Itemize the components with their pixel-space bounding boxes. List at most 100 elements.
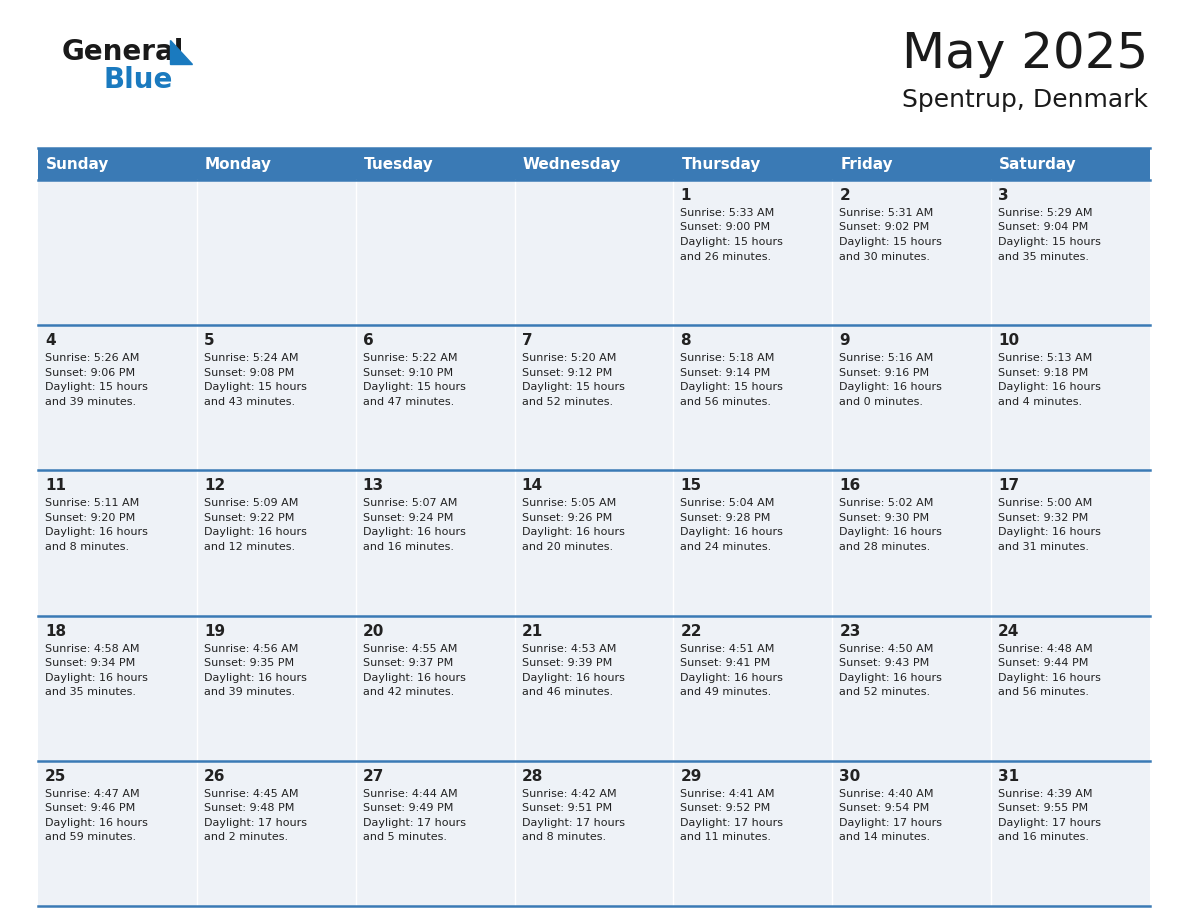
Text: 30: 30 <box>839 768 860 784</box>
Bar <box>833 470 991 616</box>
Text: and 12 minutes.: and 12 minutes. <box>204 542 295 552</box>
Text: Sunrise: 5:20 AM: Sunrise: 5:20 AM <box>522 353 615 364</box>
Text: Daylight: 17 hours: Daylight: 17 hours <box>204 818 307 828</box>
Text: Sunset: 9:41 PM: Sunset: 9:41 PM <box>681 658 771 668</box>
Text: 26: 26 <box>204 768 226 784</box>
Bar <box>833 616 991 761</box>
Text: Sunrise: 4:39 AM: Sunrise: 4:39 AM <box>998 789 1093 799</box>
Text: Friday: Friday <box>840 156 893 172</box>
Bar <box>355 325 514 470</box>
Text: Daylight: 17 hours: Daylight: 17 hours <box>681 818 783 828</box>
Text: and 52 minutes.: and 52 minutes. <box>839 687 930 697</box>
Text: Sunset: 9:51 PM: Sunset: 9:51 PM <box>522 803 612 813</box>
Text: Daylight: 16 hours: Daylight: 16 hours <box>204 673 307 683</box>
Text: 12: 12 <box>204 478 225 493</box>
Bar <box>991 761 1150 906</box>
Text: Daylight: 17 hours: Daylight: 17 hours <box>998 818 1101 828</box>
Text: and 28 minutes.: and 28 minutes. <box>839 542 930 552</box>
Text: 28: 28 <box>522 768 543 784</box>
Text: 5: 5 <box>204 333 215 348</box>
Text: 4: 4 <box>45 333 56 348</box>
Text: Daylight: 17 hours: Daylight: 17 hours <box>839 818 942 828</box>
Text: Daylight: 16 hours: Daylight: 16 hours <box>839 673 942 683</box>
Text: 22: 22 <box>681 623 702 639</box>
Text: Daylight: 15 hours: Daylight: 15 hours <box>681 382 783 392</box>
Text: and 26 minutes.: and 26 minutes. <box>681 252 771 262</box>
Text: Daylight: 15 hours: Daylight: 15 hours <box>204 382 307 392</box>
Text: and 31 minutes.: and 31 minutes. <box>998 542 1089 552</box>
Bar <box>833 761 991 906</box>
Bar <box>197 616 355 761</box>
Text: Daylight: 15 hours: Daylight: 15 hours <box>998 237 1101 247</box>
Text: Daylight: 16 hours: Daylight: 16 hours <box>998 528 1101 537</box>
Text: General: General <box>62 38 184 66</box>
Text: and 5 minutes.: and 5 minutes. <box>362 833 447 843</box>
Text: Sunrise: 4:58 AM: Sunrise: 4:58 AM <box>45 644 139 654</box>
Text: 6: 6 <box>362 333 373 348</box>
Text: and 59 minutes.: and 59 minutes. <box>45 833 137 843</box>
Text: and 8 minutes.: and 8 minutes. <box>522 833 606 843</box>
Text: and 43 minutes.: and 43 minutes. <box>204 397 295 407</box>
Bar <box>991 325 1150 470</box>
Text: Sunrise: 5:29 AM: Sunrise: 5:29 AM <box>998 208 1093 218</box>
Text: Sunrise: 4:40 AM: Sunrise: 4:40 AM <box>839 789 934 799</box>
Text: Sunset: 9:43 PM: Sunset: 9:43 PM <box>839 658 929 668</box>
Text: Daylight: 16 hours: Daylight: 16 hours <box>45 818 147 828</box>
Bar <box>355 470 514 616</box>
Text: 8: 8 <box>681 333 691 348</box>
Text: Sunrise: 5:11 AM: Sunrise: 5:11 AM <box>45 498 139 509</box>
Text: Sunrise: 4:56 AM: Sunrise: 4:56 AM <box>204 644 298 654</box>
Text: Daylight: 16 hours: Daylight: 16 hours <box>362 528 466 537</box>
Text: 27: 27 <box>362 768 384 784</box>
Text: Sunrise: 4:48 AM: Sunrise: 4:48 AM <box>998 644 1093 654</box>
Text: and 47 minutes.: and 47 minutes. <box>362 397 454 407</box>
Text: Sunrise: 4:44 AM: Sunrise: 4:44 AM <box>362 789 457 799</box>
Bar <box>991 180 1150 325</box>
Bar <box>197 325 355 470</box>
Text: 17: 17 <box>998 478 1019 493</box>
Text: Sunrise: 5:05 AM: Sunrise: 5:05 AM <box>522 498 615 509</box>
Text: Sunset: 9:37 PM: Sunset: 9:37 PM <box>362 658 453 668</box>
Text: Sunrise: 5:16 AM: Sunrise: 5:16 AM <box>839 353 934 364</box>
Text: and 35 minutes.: and 35 minutes. <box>998 252 1089 262</box>
Text: Sunset: 9:02 PM: Sunset: 9:02 PM <box>839 222 929 232</box>
Bar <box>197 470 355 616</box>
Text: and 4 minutes.: and 4 minutes. <box>998 397 1082 407</box>
Bar <box>38 470 197 616</box>
Bar <box>38 325 197 470</box>
Text: Sunset: 9:30 PM: Sunset: 9:30 PM <box>839 513 929 523</box>
Text: 31: 31 <box>998 768 1019 784</box>
Text: Sunset: 9:52 PM: Sunset: 9:52 PM <box>681 803 771 813</box>
Text: Sunrise: 4:42 AM: Sunrise: 4:42 AM <box>522 789 617 799</box>
Text: Daylight: 16 hours: Daylight: 16 hours <box>839 528 942 537</box>
Text: and 16 minutes.: and 16 minutes. <box>362 542 454 552</box>
Text: and 24 minutes.: and 24 minutes. <box>681 542 772 552</box>
Text: and 11 minutes.: and 11 minutes. <box>681 833 771 843</box>
Bar <box>674 325 833 470</box>
Bar <box>38 148 1150 180</box>
Text: Daylight: 17 hours: Daylight: 17 hours <box>522 818 625 828</box>
Text: Sunset: 9:24 PM: Sunset: 9:24 PM <box>362 513 453 523</box>
Text: May 2025: May 2025 <box>902 30 1148 78</box>
Text: Daylight: 16 hours: Daylight: 16 hours <box>362 673 466 683</box>
Text: Daylight: 16 hours: Daylight: 16 hours <box>45 673 147 683</box>
Text: Sunset: 9:48 PM: Sunset: 9:48 PM <box>204 803 295 813</box>
Text: Sunset: 9:12 PM: Sunset: 9:12 PM <box>522 368 612 377</box>
Text: Sunset: 9:20 PM: Sunset: 9:20 PM <box>45 513 135 523</box>
Text: Daylight: 15 hours: Daylight: 15 hours <box>681 237 783 247</box>
Text: Daylight: 16 hours: Daylight: 16 hours <box>839 382 942 392</box>
Text: and 35 minutes.: and 35 minutes. <box>45 687 135 697</box>
Text: Daylight: 16 hours: Daylight: 16 hours <box>681 673 783 683</box>
Text: 18: 18 <box>45 623 67 639</box>
Text: Spentrup, Denmark: Spentrup, Denmark <box>902 88 1148 112</box>
Text: 14: 14 <box>522 478 543 493</box>
Text: Sunrise: 4:47 AM: Sunrise: 4:47 AM <box>45 789 140 799</box>
Text: Sunset: 9:10 PM: Sunset: 9:10 PM <box>362 368 453 377</box>
Text: Sunset: 9:06 PM: Sunset: 9:06 PM <box>45 368 135 377</box>
Text: Tuesday: Tuesday <box>364 156 434 172</box>
Text: and 0 minutes.: and 0 minutes. <box>839 397 923 407</box>
Text: and 39 minutes.: and 39 minutes. <box>45 397 137 407</box>
Text: 19: 19 <box>204 623 225 639</box>
Text: Sunrise: 4:51 AM: Sunrise: 4:51 AM <box>681 644 775 654</box>
Text: Sunset: 9:08 PM: Sunset: 9:08 PM <box>204 368 295 377</box>
